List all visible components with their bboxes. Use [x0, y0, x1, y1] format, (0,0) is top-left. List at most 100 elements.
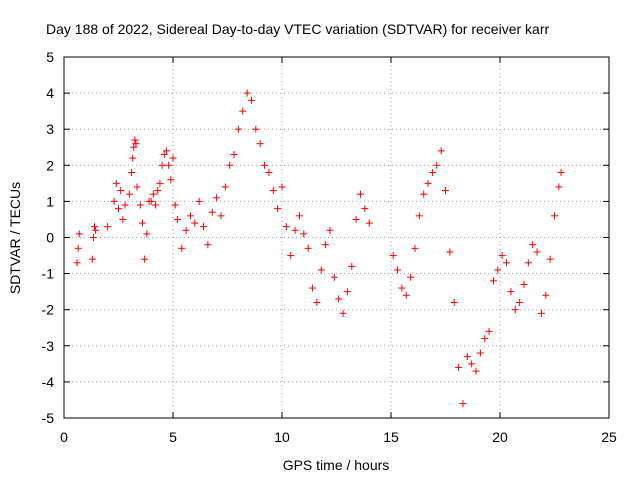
data-point: [73, 259, 81, 267]
data-point: [74, 244, 82, 252]
data-point: [287, 252, 295, 260]
data-point: [88, 255, 96, 263]
y-tick-label: 3: [46, 121, 54, 137]
data-point: [165, 161, 173, 169]
data-point: [213, 194, 221, 202]
x-tick-label: 15: [383, 429, 399, 445]
data-point: [131, 136, 139, 144]
data-point: [261, 161, 269, 169]
data-point: [195, 197, 203, 205]
data-point: [221, 183, 229, 191]
data-point: [555, 183, 563, 191]
data-point: [75, 230, 83, 238]
data-point: [533, 248, 541, 256]
data-point: [339, 309, 347, 317]
data-point: [178, 244, 186, 252]
data-point: [516, 298, 524, 306]
data-point: [186, 212, 194, 220]
grid: [64, 57, 609, 418]
data-point: [112, 179, 120, 187]
data-point: [313, 298, 321, 306]
data-point: [356, 190, 364, 198]
data-point: [322, 241, 330, 249]
data-point: [110, 197, 118, 205]
data-point: [330, 273, 338, 281]
data-point: [182, 226, 190, 234]
data-point: [217, 212, 225, 220]
data-point: [115, 205, 122, 213]
data-point: [472, 367, 480, 375]
x-tick-label: 10: [274, 429, 290, 445]
data-point: [226, 161, 234, 169]
data-point: [128, 169, 136, 177]
data-point: [269, 187, 277, 195]
data-point: [282, 223, 290, 231]
y-tick-label: -2: [42, 302, 55, 318]
data-point: [424, 179, 432, 187]
data-point: [498, 252, 506, 260]
data-point: [476, 349, 484, 357]
data-point: [503, 259, 511, 267]
data-point: [389, 252, 397, 260]
data-point: [300, 230, 308, 238]
data-point: [247, 96, 255, 104]
data-point: [204, 241, 212, 249]
data-point: [208, 208, 216, 216]
data-point: [450, 298, 458, 306]
data-point: [154, 187, 162, 195]
data-point: [132, 140, 140, 148]
data-point: [365, 219, 373, 227]
data-point: [234, 125, 242, 133]
data-point: [352, 215, 360, 223]
data-point: [348, 262, 356, 270]
data-point: [147, 197, 155, 205]
data-point: [230, 150, 238, 158]
data-point: [160, 150, 168, 158]
data-point: [468, 360, 476, 368]
y-tick-label: -1: [42, 266, 55, 282]
data-point: [156, 179, 164, 187]
data-point: [407, 273, 415, 281]
data-point: [442, 187, 449, 195]
data-point: [138, 219, 146, 227]
data-point: [507, 288, 515, 296]
data-point: [141, 255, 149, 263]
data-point: [485, 327, 493, 335]
data-point: [158, 161, 166, 169]
data-point: [494, 266, 502, 274]
data-point: [291, 226, 299, 234]
x-tick-label: 0: [60, 429, 68, 445]
data-point: [511, 306, 519, 314]
y-tick-label: 5: [46, 49, 54, 65]
data-point: [149, 190, 157, 198]
data-point: [361, 205, 369, 213]
data-point: [481, 335, 489, 343]
data-point: [304, 244, 312, 252]
data-point: [256, 140, 264, 148]
data-point: [309, 284, 317, 292]
data-point: [239, 107, 247, 115]
y-tick-label: -5: [42, 410, 55, 426]
data-point: [463, 353, 471, 361]
data-point: [136, 201, 144, 209]
y-tick-label: -4: [42, 374, 55, 390]
data-point: [529, 241, 537, 249]
data-point: [557, 169, 565, 177]
data-point: [104, 223, 112, 231]
data-point: [402, 291, 410, 299]
data-point: [125, 190, 133, 198]
data-point: [295, 212, 303, 220]
data-point: [428, 169, 436, 177]
data-point: [411, 244, 419, 252]
data-point: [169, 154, 177, 162]
data-series: [73, 89, 565, 408]
data-point: [335, 295, 343, 303]
data-point: [167, 176, 175, 184]
data-point: [537, 309, 545, 317]
data-point: [152, 201, 160, 209]
data-point: [119, 215, 127, 223]
data-point: [524, 259, 532, 267]
data-point: [394, 266, 402, 274]
data-point: [173, 215, 181, 223]
